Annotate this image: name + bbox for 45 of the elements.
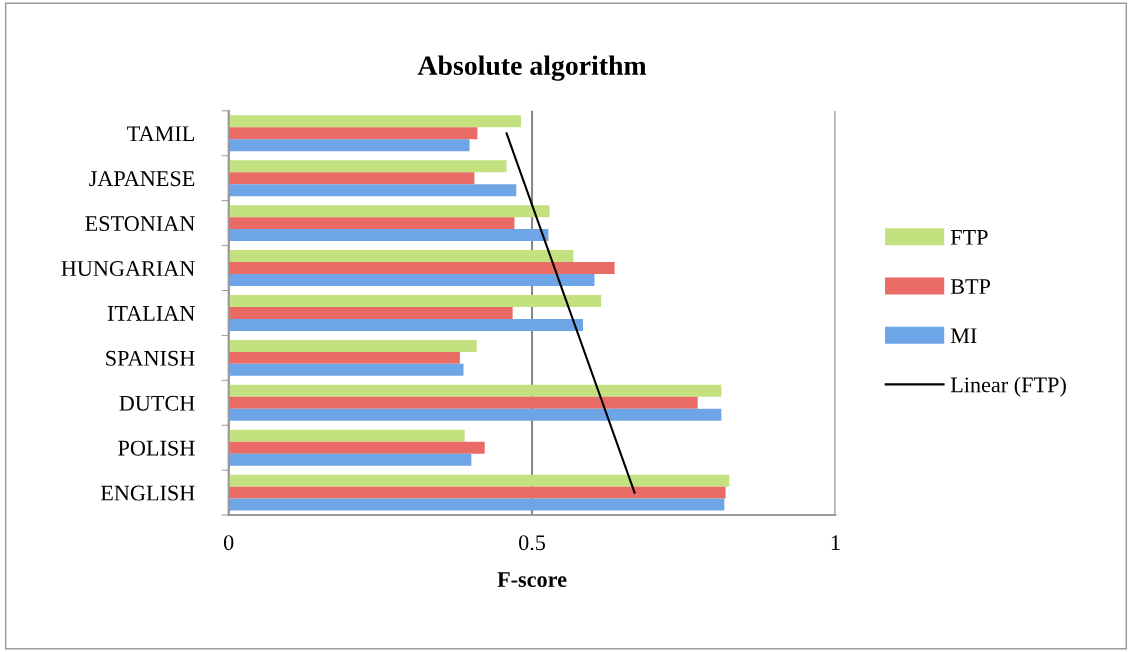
bar bbox=[228, 217, 515, 230]
y-tick-label: HUNGARIAN bbox=[61, 261, 195, 276]
bar bbox=[228, 205, 550, 218]
legend-label: MI bbox=[950, 328, 977, 343]
bar bbox=[228, 294, 602, 307]
bar bbox=[228, 250, 574, 263]
bar bbox=[228, 172, 475, 185]
bar bbox=[228, 474, 730, 487]
bar bbox=[228, 429, 465, 442]
y-tick-label: ITALIAN bbox=[107, 306, 195, 321]
legend-label: BTP bbox=[950, 279, 991, 294]
chart-title: Absolute algorithm bbox=[417, 55, 647, 81]
y-tick-label: POLISH bbox=[118, 440, 195, 456]
x-axis-title: F-score bbox=[497, 572, 567, 587]
bar bbox=[228, 115, 522, 128]
bar bbox=[228, 339, 477, 352]
bar bbox=[228, 306, 513, 319]
y-tick-label: SPANISH bbox=[106, 350, 195, 366]
x-tick-label: 0.5 bbox=[519, 535, 546, 551]
x-tick-label: 1 bbox=[831, 535, 840, 550]
bar bbox=[228, 408, 722, 421]
bar bbox=[228, 127, 478, 140]
bar bbox=[228, 274, 595, 287]
y-tick-label: ESTONIAN bbox=[85, 216, 195, 232]
y-tick-label: ENGLISH bbox=[100, 485, 195, 501]
bar bbox=[228, 229, 549, 242]
bar bbox=[228, 262, 615, 275]
bar bbox=[228, 498, 725, 511]
bar bbox=[228, 139, 470, 152]
bar bbox=[228, 318, 584, 331]
bar bbox=[228, 441, 485, 454]
y-tick-label: TAMIL bbox=[127, 126, 194, 142]
bar bbox=[228, 396, 698, 409]
legend-label: Linear (FTP) bbox=[950, 376, 1066, 397]
y-tick-label: JAPANESE bbox=[89, 171, 195, 187]
x-tick-label: 0 bbox=[223, 535, 234, 551]
bar bbox=[228, 453, 472, 466]
bar bbox=[228, 363, 464, 376]
bar bbox=[228, 486, 726, 499]
y-tick-label: DUTCH bbox=[119, 395, 195, 411]
bar bbox=[228, 184, 517, 197]
bar bbox=[228, 384, 722, 397]
bar bbox=[228, 160, 507, 173]
legend-label: FTP bbox=[950, 230, 988, 245]
bar bbox=[228, 351, 460, 364]
